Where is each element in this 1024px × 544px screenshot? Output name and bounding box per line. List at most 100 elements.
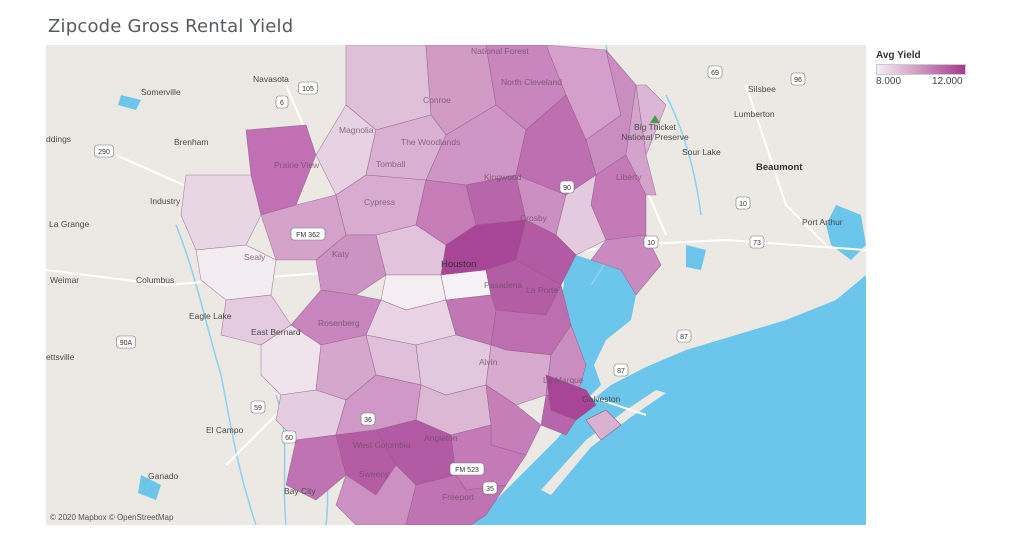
label-cypress: Cypress: [364, 197, 395, 207]
label-tomball: Tomball: [376, 159, 405, 169]
label-katy: Katy: [332, 249, 350, 259]
highway-shield: 60: [281, 430, 297, 444]
label-conroe: Conroe: [423, 95, 451, 105]
label-national-forest: National Forest: [471, 46, 529, 56]
park-tree-icon: [650, 115, 660, 123]
map-svg: Navasota Somerville Brenham ddings Indus…: [46, 45, 866, 525]
label-prairie-view: Prairie View: [274, 160, 320, 170]
svg-text:35: 35: [486, 486, 494, 493]
highway-shield: 69: [707, 65, 723, 79]
zip-region[interactable]: [405, 474, 507, 525]
label-big-thicket: Big Thicket National Preserve: [621, 122, 689, 142]
lake: [138, 475, 161, 500]
lake: [686, 245, 706, 270]
highway-shield: 35: [482, 481, 498, 495]
label-eagle-lake: Eagle Lake: [189, 311, 232, 321]
highway-shield: 59: [250, 400, 266, 414]
label-sweeny: Sweeny: [359, 469, 390, 479]
svg-text:90A: 90A: [120, 340, 133, 347]
label-freeport: Freeport: [442, 492, 475, 502]
svg-text:290: 290: [98, 149, 110, 156]
legend-title: Avg Yield: [876, 50, 921, 61]
map-canvas[interactable]: Navasota Somerville Brenham ddings Indus…: [46, 45, 866, 525]
label-industry: Industry: [150, 196, 181, 206]
label-galveston: Galveston: [582, 394, 621, 404]
svg-text:73: 73: [753, 240, 761, 247]
label-houston: Houston: [441, 259, 476, 270]
highway-shield: 10: [735, 196, 751, 210]
svg-text:69: 69: [711, 70, 719, 77]
zip-region[interactable]: [545, 374, 597, 421]
label-la-grange: La Grange: [49, 219, 89, 229]
label-kingwood: Kingwood: [484, 172, 522, 182]
label-navasota: Navasota: [253, 74, 289, 84]
svg-text:87: 87: [680, 334, 688, 341]
highway-shield: 87: [613, 363, 629, 377]
highway-shield: FM 523: [449, 462, 485, 476]
label-pasadena: Pasadena: [484, 280, 523, 290]
label-beaumont: Beaumont: [756, 162, 803, 173]
label-east-bernard: East Bernard: [251, 327, 301, 337]
svg-text:36: 36: [364, 417, 372, 424]
label-west-columbia: West Columbia: [353, 440, 411, 450]
legend-gradient-bar: [876, 64, 966, 75]
chart-title: Zipcode Gross Rental Yield: [48, 16, 294, 37]
highway-shield: FM 362: [290, 227, 326, 241]
zip-region[interactable]: [590, 234, 662, 296]
label-north-cleveland: North Cleveland: [501, 77, 562, 87]
zip-region[interactable]: [515, 219, 577, 286]
highway-shield: 6: [275, 95, 289, 109]
label-lumberton: Lumberton: [734, 109, 775, 119]
svg-text:10: 10: [647, 240, 655, 247]
highway-shield: 90: [559, 180, 575, 194]
svg-text:10: 10: [739, 201, 747, 208]
label-port-arthur: Port Arthur: [802, 217, 843, 227]
barrier-island: [541, 390, 666, 495]
label-brenham: Brenham: [174, 137, 209, 147]
label-sour-lake: Sour Lake: [682, 147, 721, 157]
sabine-lake: [826, 205, 866, 260]
label-magnolia: Magnolia: [339, 125, 374, 135]
label-la-porte: La Porte: [526, 285, 558, 295]
color-legend: Avg Yield 8.000 12.000: [876, 50, 976, 88]
label-angleton: Angleton: [424, 433, 458, 443]
svg-text:87: 87: [617, 368, 625, 375]
label-rosenberg: Rosenberg: [318, 318, 360, 328]
place-labels: Navasota Somerville Brenham ddings Indus…: [46, 46, 843, 502]
label-weimar: Weimar: [50, 275, 79, 285]
highway-shield: 105: [298, 81, 318, 95]
label-silsbee: Silsbee: [748, 84, 776, 94]
legend-min-label: 8.000: [876, 76, 902, 87]
label-crosby: Crosby: [520, 213, 548, 223]
label-la-marque: La Marque: [543, 375, 584, 385]
label-yettsville: ettsville: [46, 352, 75, 362]
legend-ticks: 8.000 12.000: [876, 76, 976, 88]
svg-text:59: 59: [254, 405, 262, 412]
label-addings: ddings: [46, 134, 71, 144]
map-attribution[interactable]: © 2020 Mapbox © OpenStreetMap: [50, 513, 174, 522]
highway-shield: 73: [749, 235, 765, 249]
svg-text:FM 362: FM 362: [296, 232, 320, 239]
svg-text:6: 6: [280, 100, 284, 107]
label-somerville: Somerville: [141, 87, 181, 97]
zip-region[interactable]: [625, 84, 657, 196]
label-columbus: Columbus: [136, 275, 174, 285]
highway-shield: 36: [360, 412, 376, 426]
zip-region[interactable]: [585, 409, 622, 441]
lake: [118, 95, 141, 110]
label-el-campo: El Campo: [206, 425, 244, 435]
zip-region[interactable]: [285, 434, 347, 501]
zip-region[interactable]: [180, 174, 262, 251]
svg-text:FM 523: FM 523: [455, 467, 479, 474]
label-ganado: Ganado: [148, 471, 179, 481]
highway-shield: 290: [94, 144, 114, 158]
label-bay-city: Bay City: [284, 486, 316, 496]
highway-shield: 10: [643, 235, 659, 249]
label-liberty: Liberty: [616, 172, 642, 182]
highway-shield: 90A: [116, 335, 136, 349]
highway-shield: 96: [790, 72, 806, 86]
label-sealy: Sealy: [244, 252, 266, 262]
svg-text:60: 60: [285, 435, 293, 442]
label-alvin: Alvin: [479, 357, 498, 367]
legend-max-label: 12.000: [932, 76, 963, 87]
